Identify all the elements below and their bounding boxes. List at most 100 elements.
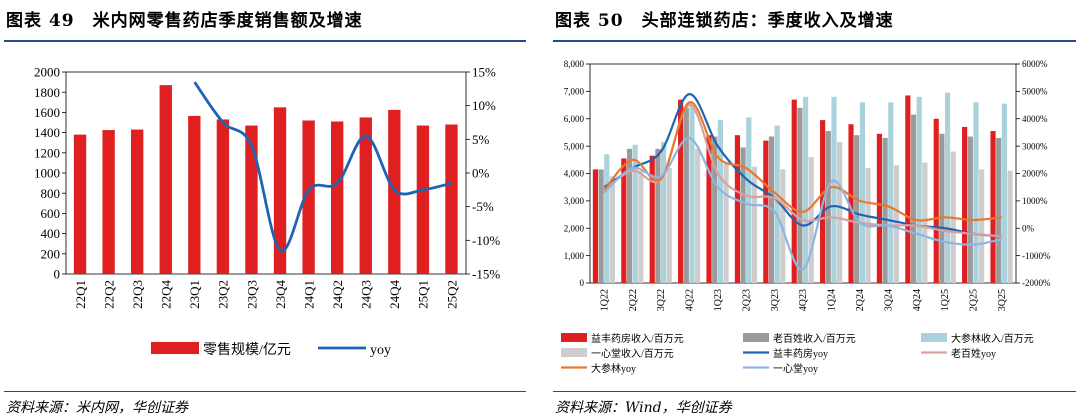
category-label: 4Q23: [798, 289, 809, 311]
bar: [706, 135, 712, 283]
left-chart-source: 资料来源：米内网，华创证券: [6, 400, 188, 416]
category-label: 24Q1: [301, 280, 316, 309]
left-axis-tick-label: 200: [41, 246, 61, 261]
bar: [621, 158, 627, 283]
left-axis-tick-label: 1600: [34, 105, 60, 120]
bar: [882, 137, 888, 283]
left-axis-tick-label: 8,000: [564, 59, 585, 69]
bar: [598, 169, 604, 283]
right-chart-source: 资料来源：Wind，华创证券: [555, 400, 732, 416]
bar: [933, 118, 939, 283]
category-label: 2Q22: [628, 289, 639, 311]
category-label: 1Q25: [940, 289, 951, 311]
category-label: 3Q23: [770, 289, 781, 311]
category-label: 24Q2: [330, 280, 345, 309]
category-label: 24Q4: [387, 280, 402, 309]
left-axis-tick-label: 600: [41, 206, 61, 221]
legend-label: 益丰药房yoy: [773, 347, 828, 360]
right-axis-tick-label: 5000%: [1022, 87, 1048, 97]
bar: [717, 120, 723, 284]
bar: [803, 96, 809, 283]
bar: [723, 163, 729, 283]
legend-swatch: [151, 342, 199, 354]
legend-label: yoy: [370, 343, 391, 358]
bar: [655, 148, 661, 283]
category-label: 3Q24: [883, 289, 894, 311]
bar: [962, 126, 968, 284]
bar: [712, 136, 718, 283]
category-label: 2Q25: [969, 289, 980, 311]
legend-label: 一心堂收入/百万元: [591, 347, 674, 360]
legend-label: 大参林yoy: [591, 362, 636, 375]
category-label: 23Q1: [187, 280, 202, 309]
left-axis-tick-label: 5,000: [564, 141, 585, 151]
category-label: 23Q4: [273, 280, 288, 309]
series-line: [603, 136, 1003, 271]
right-axis-tick-label: 0%: [472, 166, 490, 181]
category-label: 2Q24: [855, 289, 866, 311]
bar: [859, 102, 865, 283]
legend-label: 零售规模/亿元: [203, 342, 291, 358]
right-axis-tick-label: 6000%: [1022, 59, 1048, 69]
right-axis-tick-label: 5%: [472, 132, 490, 147]
bar: [751, 166, 758, 283]
bar: [939, 133, 945, 283]
left-axis-tick-label: 0: [580, 278, 585, 288]
bar: [1007, 170, 1013, 283]
category-label: 23Q2: [216, 280, 231, 309]
bar: [990, 131, 996, 283]
left-axis-tick-label: 1400: [34, 125, 60, 140]
bar: [273, 107, 287, 274]
category-label: 1Q23: [713, 289, 724, 311]
bar: [916, 96, 922, 283]
category-label: 25Q1: [416, 280, 431, 309]
category-label: 2Q23: [741, 289, 752, 311]
left-chart-svg: 0 200 400 600 800 1000 1200 1400 1600 1800 2000 -15…: [34, 65, 500, 358]
bar: [831, 96, 837, 283]
bar: [73, 134, 87, 274]
bar: [763, 140, 769, 283]
bar: [910, 114, 917, 283]
bar: [666, 168, 672, 283]
bar: [592, 169, 599, 283]
bar: [678, 99, 684, 284]
category-label: 22Q3: [130, 280, 145, 309]
bar: [638, 170, 644, 283]
bar: [661, 142, 667, 283]
bar: [780, 169, 786, 283]
right-axis-tick-label: -10%: [472, 233, 500, 248]
bar: [922, 162, 928, 283]
bar: [797, 107, 803, 283]
bar: [734, 135, 741, 283]
left-axis-tick-label: 800: [41, 186, 61, 201]
legend-swatch: [561, 348, 587, 357]
left-axis-tick-label: 2,000: [564, 223, 585, 233]
right-axis-tick-label: 2000%: [1022, 169, 1048, 179]
left-axis-tick-label: 0: [54, 267, 61, 282]
plot-frame: [65, 71, 467, 275]
legend-swatch: [921, 333, 947, 342]
right-axis-tick-label: 3000%: [1022, 141, 1048, 151]
left-axis-tick-label: 7,000: [564, 87, 585, 97]
left-axis-tick-label: 1,000: [564, 251, 585, 261]
left-axis-tick-label: 1000: [34, 166, 60, 181]
bar: [740, 147, 746, 283]
bar: [973, 102, 979, 283]
left-axis-tick-label: 4,000: [564, 169, 585, 179]
bar: [604, 154, 610, 283]
category-label: 1Q24: [827, 289, 838, 311]
bar: [967, 136, 973, 283]
category-label: 3Q25: [997, 289, 1008, 311]
bar: [848, 124, 854, 283]
bar: [102, 130, 115, 274]
category-label: 22Q2: [101, 280, 116, 309]
category-label: 22Q1: [73, 280, 88, 309]
bar: [609, 176, 616, 283]
bar: [905, 95, 911, 283]
bar: [746, 117, 752, 283]
right-chart-title: 图表 50 头部连锁药店：季度收入及增速: [555, 11, 894, 31]
bar: [893, 165, 900, 283]
category-label: 22Q4: [159, 280, 174, 309]
right-axis-tick-label: 15%: [472, 65, 496, 80]
left-source-rule: [4, 391, 526, 392]
